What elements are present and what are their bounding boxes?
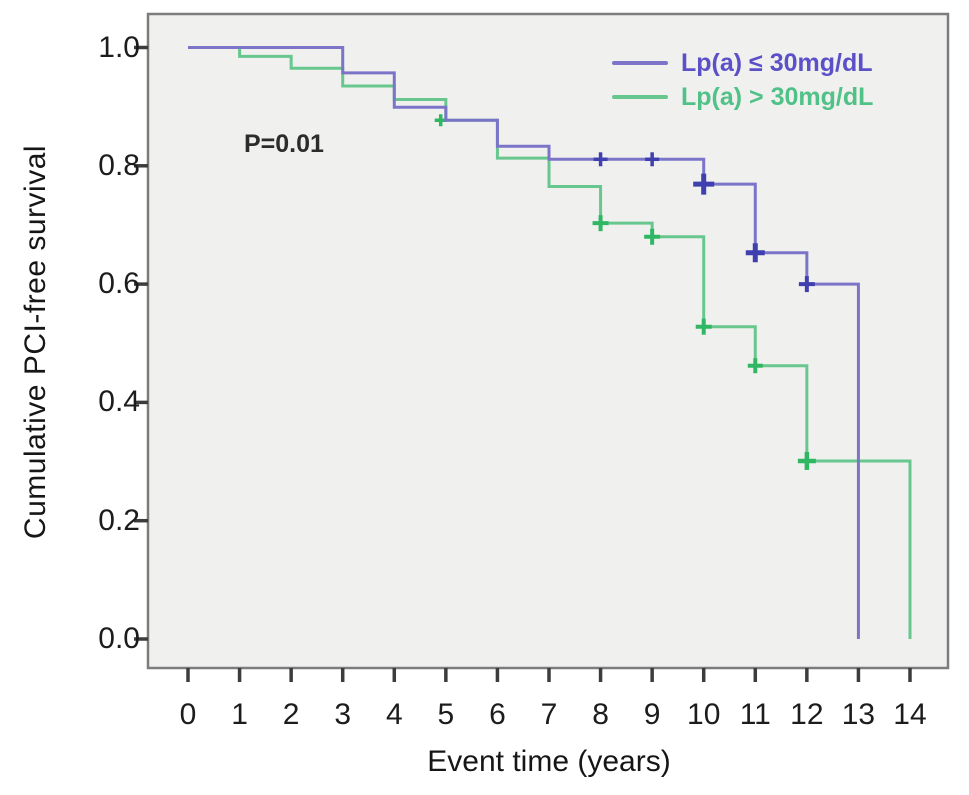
y-tick-label: 0.4 xyxy=(98,385,140,419)
x-axis-title: Event time (years) xyxy=(427,745,671,778)
x-tick-label: 4 xyxy=(385,698,403,731)
censor-mark-low-lpa xyxy=(798,276,815,293)
legend-label-lpa-high: Lp(a) > 30mg/dL xyxy=(681,82,874,111)
x-tick-label: 14 xyxy=(893,698,927,731)
censor-mark-low-lpa xyxy=(593,152,608,167)
y-tick-label: 0.0 xyxy=(98,622,140,655)
legend-line-swatch-green xyxy=(612,95,668,99)
x-tick-label: 7 xyxy=(540,698,558,731)
x-tick-label: 0 xyxy=(179,698,197,731)
y-tick-label: 0.6 xyxy=(98,267,140,301)
y-tick-label: 0.2 xyxy=(98,503,140,537)
x-tick-label: 13 xyxy=(841,698,876,731)
censor-mark-high-lpa xyxy=(747,358,763,374)
censor-mark-high-lpa xyxy=(797,451,816,470)
y-axis-title: Cumulative PCI-free survival xyxy=(19,144,52,540)
censor-mark-low-lpa xyxy=(645,152,660,167)
x-tick-label: 3 xyxy=(334,698,352,731)
y-tick-label: 1.0 xyxy=(98,30,140,64)
x-tick-label: 12 xyxy=(790,698,824,731)
x-tick-label: 1 xyxy=(231,698,248,731)
censor-mark-high-lpa xyxy=(695,318,712,335)
x-tick-label: 9 xyxy=(643,698,661,731)
x-tick-label: 11 xyxy=(739,698,771,731)
legend-item-lpa-high: Lp(a) > 30mg/dL xyxy=(612,80,873,114)
legend-label-lpa-low: Lp(a) ≤ 30mg/dL xyxy=(681,48,873,77)
censor-mark-low-lpa xyxy=(745,243,765,263)
censor-mark-high-lpa xyxy=(644,228,661,245)
x-tick-label: 5 xyxy=(437,698,455,731)
censor-mark-low-lpa xyxy=(693,173,715,195)
x-tick-label: 6 xyxy=(489,698,506,731)
legend-item-lpa-low: Lp(a) ≤ 30mg/dL xyxy=(612,46,873,80)
plot-area xyxy=(146,12,950,670)
censor-mark-high-lpa xyxy=(592,215,609,232)
p-value-annotation: P=0.01 xyxy=(244,130,324,158)
x-tick-label: 8 xyxy=(592,698,609,731)
y-tick-label: 0.8 xyxy=(98,148,140,182)
x-tick-label: 10 xyxy=(687,698,721,731)
x-tick-label: 2 xyxy=(282,698,300,731)
legend: Lp(a) ≤ 30mg/dL Lp(a) > 30mg/dL xyxy=(612,46,873,114)
survival-curve-low-lpa xyxy=(188,46,860,639)
legend-line-swatch-blue xyxy=(612,61,668,65)
